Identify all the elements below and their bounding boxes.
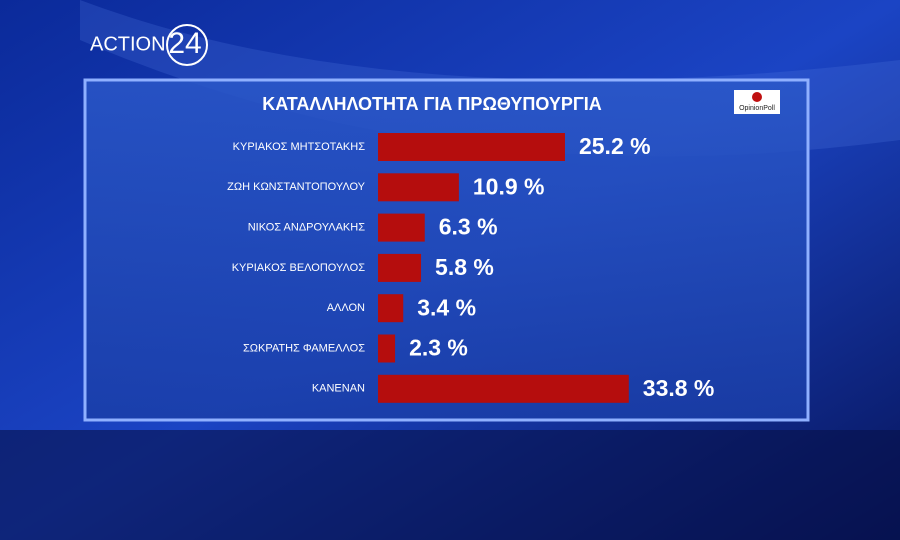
- category-label: ΣΩΚΡΑΤΗΣ ΦΑΜΕΛΛΟΣ: [243, 342, 365, 354]
- category-label: ΚΥΡΙΑΚΟΣ ΜΗΤΣΟΤΑΚΗΣ: [233, 141, 366, 153]
- value-label: 6.3 %: [439, 214, 498, 240]
- logo-brand: ACTION: [90, 33, 166, 55]
- floor: [0, 430, 900, 540]
- bar: [378, 213, 425, 242]
- bar: [378, 334, 396, 363]
- category-label: ΝΙΚΟΣ ΑΝΔΡΟΥΛΑΚΗΣ: [248, 222, 365, 234]
- bar: [378, 173, 459, 202]
- bar: [378, 133, 565, 161]
- value-label: 5.8 %: [435, 254, 494, 280]
- source-icon: [752, 92, 762, 102]
- category-label: ΖΩΗ ΚΩΝΣΤΑΝΤΟΠΟΥΛΟΥ: [227, 181, 365, 193]
- logo-number: 24: [168, 27, 201, 60]
- bar: [378, 253, 422, 282]
- category-label: ΑΛΛΟΝ: [327, 302, 365, 314]
- value-label: 3.4 %: [417, 294, 476, 320]
- chart-title: ΚΑΤΑΛΛΗΛΟΤΗΤΑ ΓΙΑ ΠΡΩΘΥΠΟΥΡΓΙΑ: [262, 94, 601, 114]
- value-label: 2.3 %: [409, 335, 468, 361]
- value-label: 10.9 %: [473, 173, 545, 199]
- bar: [378, 294, 404, 323]
- category-label: ΚΥΡΙΑΚΟΣ ΒΕΛΟΠΟΥΛΟΣ: [232, 262, 366, 274]
- value-label: 25.2 %: [579, 133, 651, 159]
- panel: [83, 78, 810, 422]
- category-label: ΚΑΝΕΝΑΝ: [312, 383, 365, 395]
- source: OpinionPoll: [739, 105, 775, 112]
- value-label: 33.8 %: [643, 375, 715, 401]
- logo-ring: [166, 24, 208, 66]
- bar: [378, 374, 629, 403]
